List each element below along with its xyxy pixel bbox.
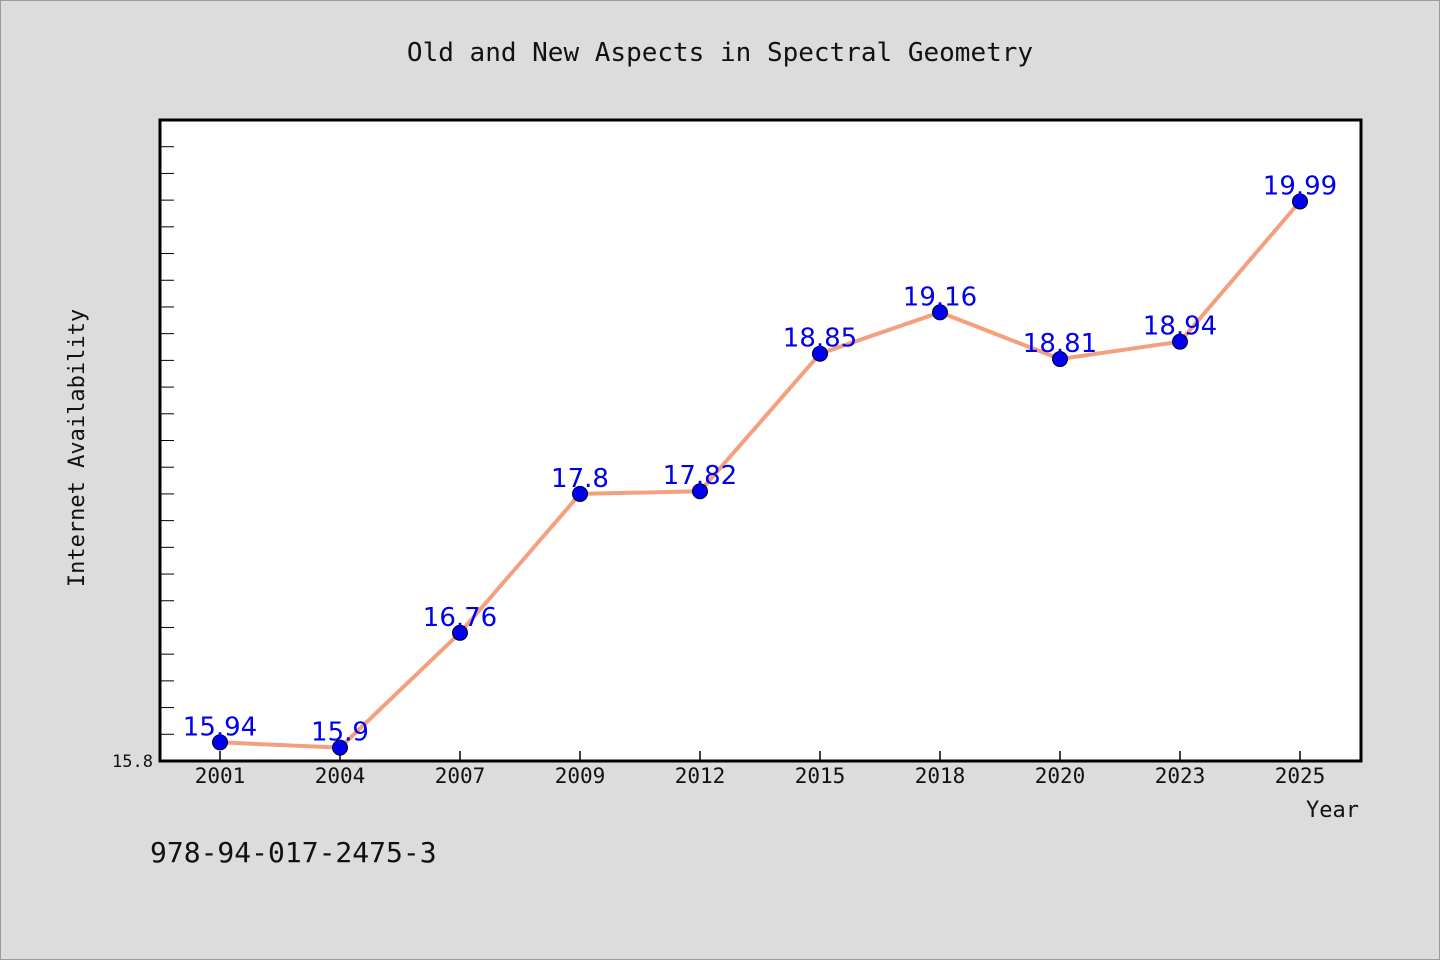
data-label: 17.8	[551, 464, 609, 494]
data-point	[452, 624, 468, 641]
x-tick-label: 2009	[555, 764, 606, 788]
data-point	[1172, 333, 1188, 350]
x-axis-tick-labels: 2001 2004 2007 2009 2012 2015 2018 2020 2023 2025	[195, 764, 1326, 788]
data-point	[692, 483, 708, 500]
y-tick-label: 15.8	[112, 752, 153, 772]
data-point	[212, 734, 228, 751]
x-tick-label: 2004	[315, 764, 366, 788]
data-point	[332, 739, 348, 756]
x-axis-ticks	[219, 751, 1301, 761]
data-label: 19.99	[1263, 171, 1337, 201]
data-label: 15.94	[183, 712, 257, 742]
x-tick-label: 2015	[795, 764, 846, 788]
y-axis-tick-labels: 15.8	[112, 752, 153, 772]
data-label: 19.16	[903, 282, 977, 312]
data-point	[572, 485, 588, 502]
data-label: 18.85	[783, 324, 857, 354]
data-label: 18.81	[1023, 329, 1097, 359]
x-tick-label: 2007	[435, 764, 486, 788]
x-tick-label: 2025	[1275, 764, 1326, 788]
data-point	[1292, 193, 1308, 210]
data-point	[932, 304, 948, 321]
data-point	[812, 345, 828, 362]
data-label: 16.76	[423, 603, 497, 633]
x-axis-label: Year	[1306, 798, 1359, 823]
data-label: 17.82	[663, 461, 737, 491]
x-tick-label: 2020	[1035, 764, 1086, 788]
data-label-group: 15.94 15.9 16.76 17.8 17.82 18.85 19.16 18.81 18…	[183, 171, 1337, 747]
y-axis-ticks	[160, 119, 174, 762]
data-label: 18.94	[1143, 312, 1217, 342]
series-line-group	[219, 200, 1302, 750]
chart-title: Old and New Aspects in Spectral Geometry	[407, 38, 1033, 68]
x-tick-label: 2001	[195, 764, 246, 788]
data-label: 15.9	[311, 718, 369, 748]
y-axis-label: Internet Availability	[65, 309, 90, 587]
isbn-text: 978-94-017-2475-3	[150, 836, 437, 869]
x-tick-label: 2018	[915, 764, 966, 788]
series-marker-group	[212, 193, 1308, 756]
series-line	[219, 200, 1302, 750]
x-tick-label: 2012	[675, 764, 726, 788]
plot-area	[158, 118, 1363, 763]
x-tick-label: 2023	[1155, 764, 1206, 788]
data-point	[1052, 351, 1068, 368]
